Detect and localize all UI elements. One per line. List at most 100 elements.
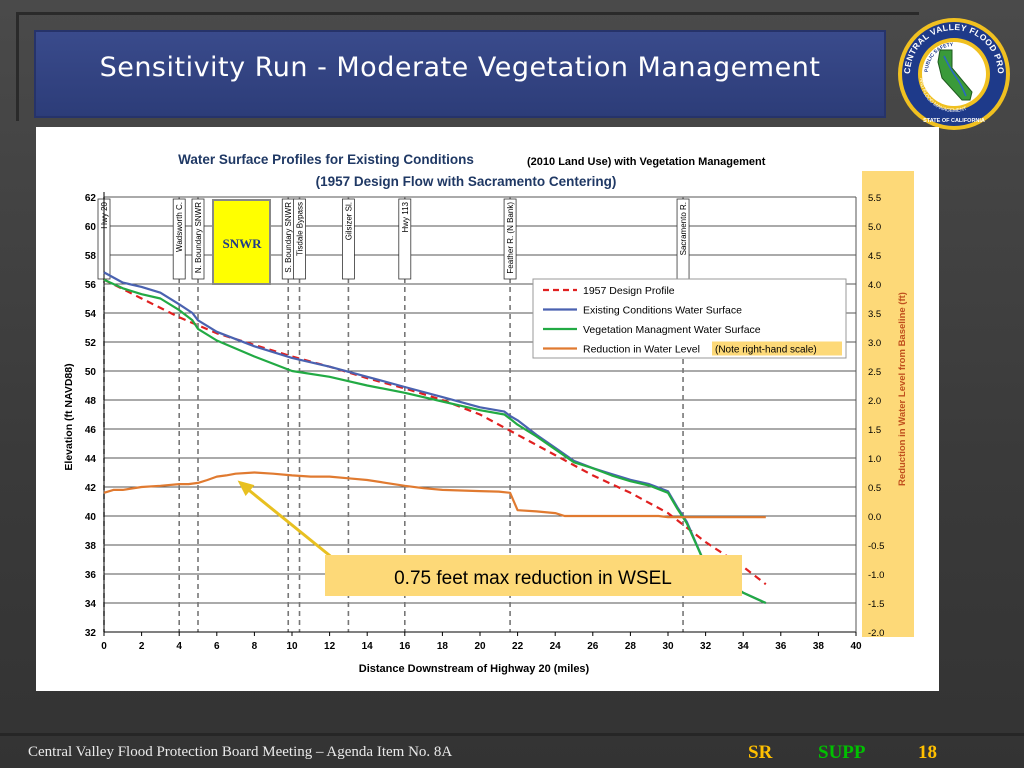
y2-tick-label: 2.5 [868,367,881,378]
y2-tick-label: 0.0 [868,512,881,523]
x-tick-label: 8 [252,641,258,652]
y2-tick-label: 1.5 [868,425,881,436]
location-label: Hwy 113 [401,201,410,232]
x-tick-label: 36 [775,641,787,652]
chart-title-line2: (1957 Design Flow with Sacramento Center… [316,174,617,189]
footer-tag-supp: SUPP [818,742,866,763]
y-tick-label: 50 [85,367,97,378]
snwr-region-box [212,199,271,285]
location-label-box [191,198,205,280]
y2-tick-label: -1.0 [868,570,884,581]
slide-frame [16,12,919,121]
location-label-box [398,198,412,280]
y2-tick-label: 3.5 [868,309,881,320]
y-tick-label: 44 [85,454,97,465]
y2-tick-label: 5.0 [868,222,881,233]
location-label: S. Boundary SNWR [284,202,293,273]
y-tick-label: 40 [85,512,97,523]
y2-tick-label: 0.5 [868,483,881,494]
x-tick-label: 38 [813,641,825,652]
y-tick-label: 52 [85,338,97,349]
annotation-arrowhead [237,480,255,497]
x-tick-label: 6 [214,641,220,652]
location-label-box [293,198,306,280]
y-axis-label: Elevation (ft NAVD88) [63,363,75,470]
annotation-box [325,555,742,596]
y2-tick-label: 5.5 [868,193,881,204]
y2-tick-label: 3.0 [868,338,881,349]
footer-text: Central Valley Flood Protection Board Me… [28,744,453,760]
x-tick-label: 12 [324,641,336,652]
y-tick-label: 38 [85,541,97,552]
y-tick-label: 56 [85,280,97,291]
x-tick-label: 28 [625,641,637,652]
title-bar: Sensitivity Run - Moderate Vegetation Ma… [34,30,886,118]
legend-label: 1957 Design Profile [583,285,675,297]
x-tick-label: 20 [474,641,486,652]
x-tick-label: 32 [700,641,712,652]
slide-title: Sensitivity Run - Moderate Vegetation Ma… [99,52,821,83]
page-number: 18 [918,742,937,763]
location-label-box [341,198,355,280]
location-label: Tisdale Bypass [296,202,305,256]
y-tick-label: 36 [85,570,97,581]
seal-state-text: STATE OF CALIFORNIA [923,118,985,124]
cvfpb-seal-logo: CENTRAL VALLEY FLOOD PROTECTION BOARD PU… [896,16,1010,130]
y-tick-label: 46 [85,425,97,436]
right-axis-band [862,171,914,637]
chart-panel: Water Surface Profiles for Existing Cond… [36,127,939,691]
location-label: Sacramento R. [679,202,688,255]
snwr-label: SNWR [222,236,262,251]
x-tick-label: 34 [738,641,750,652]
y2-tick-label: 4.5 [868,251,881,262]
y2-tick-label: -2.0 [868,628,884,639]
y2-axis-label: Reduction in Water Level from Baseline (… [897,292,908,486]
x-tick-label: 24 [550,641,562,652]
location-label-box [503,198,517,280]
chart-legend: 1957 Design Profile Existing Conditions W… [532,278,847,359]
y-tick-label: 62 [85,193,97,204]
legend-label: Existing Conditions Water Surface [583,305,742,317]
y-tick-label: 32 [85,628,97,639]
x-tick-label: 40 [850,641,862,652]
x-tick-label: 18 [437,641,449,652]
legend-note: (Note right-hand scale) [715,345,817,356]
y-tick-label: 60 [85,222,97,233]
y2-tick-label: 4.0 [868,280,881,291]
water-surface-profile-chart: Water Surface Profiles for Existing Cond… [63,152,914,675]
x-tick-label: 14 [362,641,374,652]
legend-label: Vegetation Managment Water Surface [583,324,761,336]
x-tick-label: 26 [587,641,599,652]
location-label: Gilsizer Sl. [344,202,353,240]
x-tick-label: 30 [662,641,674,652]
y-tick-label: 34 [85,599,97,610]
series-line-reduction-in-water-level [103,471,766,519]
y2-tick-label: -1.5 [868,599,884,610]
location-label: Feather R. (N Bank) [506,202,515,274]
x-tick-label: 2 [139,641,145,652]
x-tick-label: 4 [176,641,182,652]
legend-label: Reduction in Water Level [583,344,700,356]
chart-title-insert: (2010 Land Use) with Vegetation Manageme… [527,156,766,168]
x-tick-label: 0 [101,641,107,652]
x-tick-label: 10 [286,641,298,652]
location-label: Wadsworth C. [175,202,184,252]
y-tick-label: 58 [85,251,97,262]
y-tick-label: 42 [85,483,97,494]
chart-axes: 0 2 4 6 8 10 12 14 16 18 20 22 24 26 28 30 32 34 36 38 40323… [85,192,884,652]
x-tick-label: 16 [399,641,411,652]
location-label: N. Boundary SNWR [194,202,203,273]
legend-note-box [712,341,842,356]
chart-title-line1: Water Surface Profiles for Existing Cond… [178,152,474,167]
y2-tick-label: -0.5 [868,541,884,552]
series-line-vegetation-managment-water-surface [103,278,767,605]
x-tick-label: 22 [512,641,524,652]
y-tick-label: 48 [85,396,97,407]
location-label-box [172,198,186,280]
chart-series [103,271,767,605]
footer-divider [0,733,1024,736]
x-axis-label: Distance Downstream of Highway 20 (miles… [359,663,590,675]
series-line-1957-design-profile [103,278,767,586]
y2-tick-label: 2.0 [868,396,881,407]
annotation-arrow [244,486,335,561]
